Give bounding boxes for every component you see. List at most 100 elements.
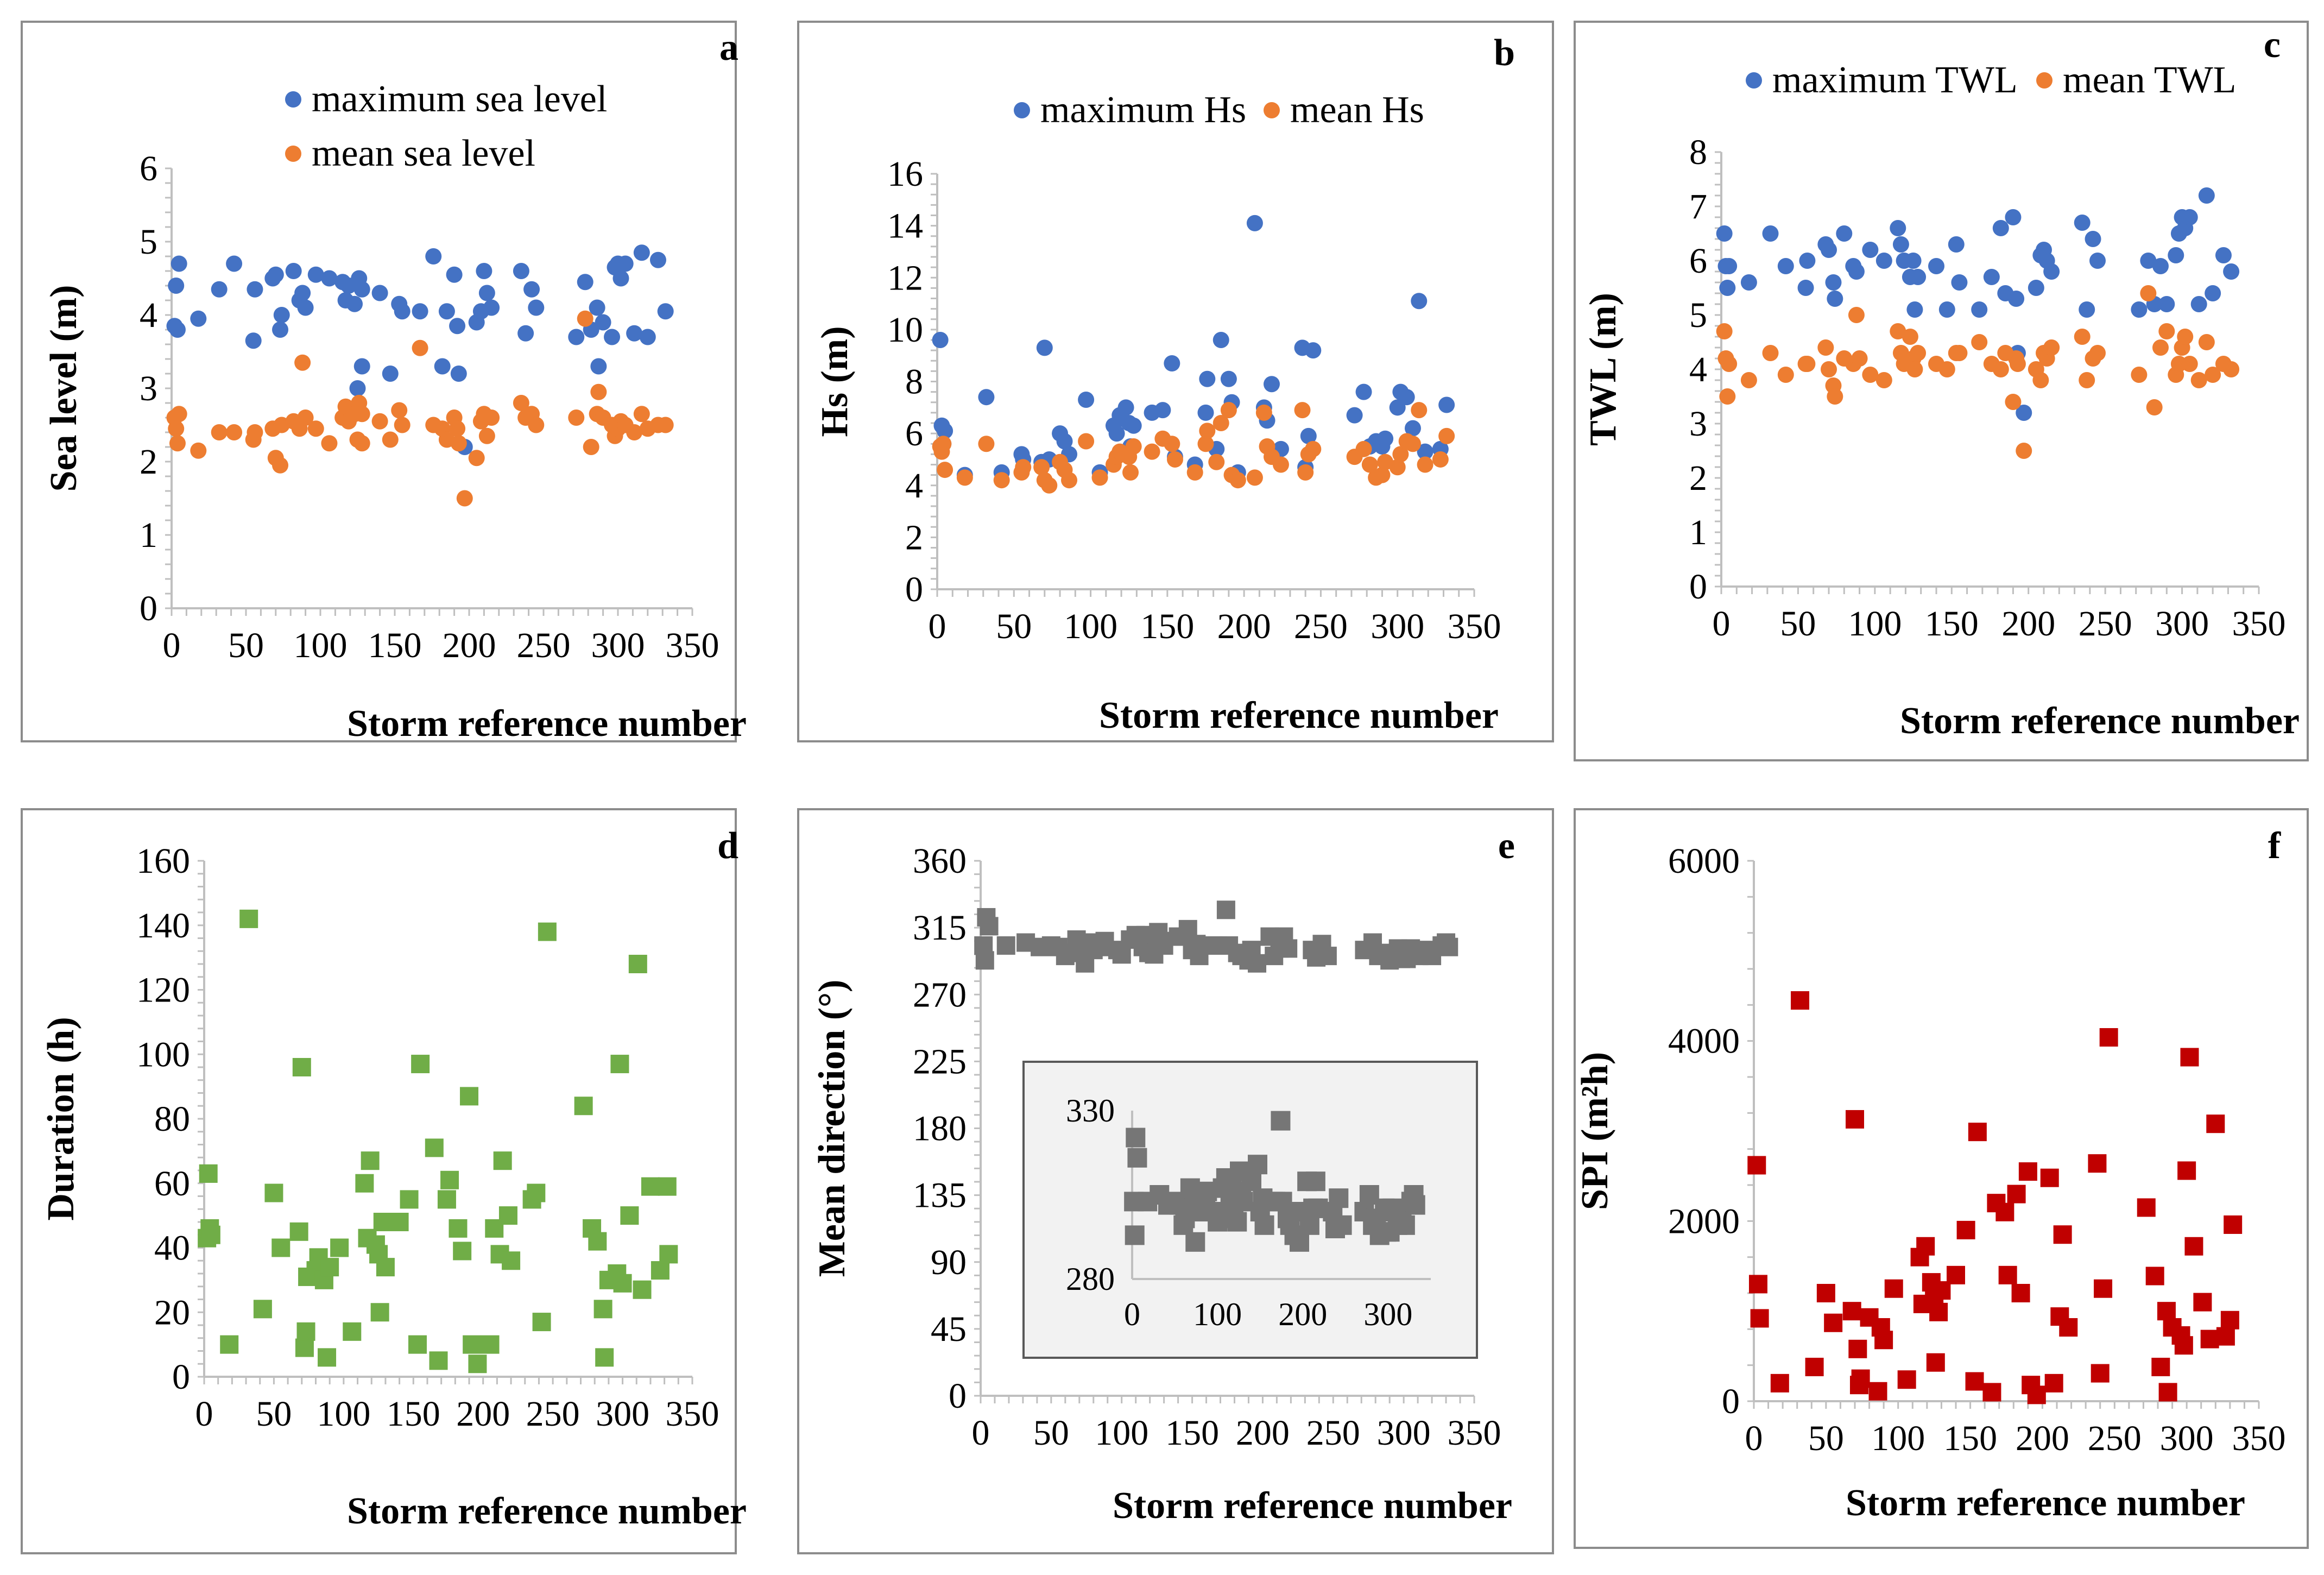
data-point [980,917,999,936]
y-tick-label: 4 [1689,350,1707,389]
x-tick-label: 350 [2232,1419,2286,1458]
data-point [996,936,1015,955]
data-point [1220,370,1237,387]
data-point [2131,301,2148,318]
data-point [574,1097,593,1116]
y-tick-label: 0 [1689,567,1707,607]
x-axis-title: Storm reference number [1113,1485,1512,1527]
inset-data-point [1185,1232,1205,1252]
data-point [1992,361,2009,377]
x-tick-label: 300 [2155,604,2209,644]
data-point [2157,1302,2176,1321]
data-point [190,442,207,459]
data-point [2131,367,2148,383]
data-point [2040,1168,2059,1187]
panel-b: 0 50 100 150 200 250 300 350 0 2 4 6 8 10 12 14 16 Storm … [797,21,1554,742]
data-point [1965,1372,1984,1391]
data-point [1851,350,1868,367]
data-point [1166,451,1183,468]
data-point [285,263,302,279]
inset-data-point [1227,1212,1247,1232]
data-point [1186,464,1203,481]
data-point [1824,1313,1843,1332]
data-point [1197,436,1214,452]
data-point [1164,355,1180,372]
data-point [932,332,949,348]
y-axis-title: Mean direction (°) [811,980,853,1277]
y-axis-title: Hs (m) [814,326,856,437]
x-tick-label: 50 [1033,1413,1069,1453]
data-point [361,1151,380,1170]
inset-data-point [1254,1215,1274,1235]
data-point [2044,1374,2063,1393]
data-point [626,325,643,342]
data-point [1748,1275,1767,1294]
data-point [612,270,629,287]
data-point [483,410,500,426]
data-point [498,1206,517,1225]
y-tick-label: 45 [931,1309,967,1349]
panel-c-frame [1574,21,2309,761]
data-point [400,1190,419,1209]
data-point [460,1087,479,1106]
data-point [2181,356,2198,372]
data-point [1199,423,1216,439]
x-tick-label: 200 [2016,1419,2069,1458]
x-tick-label: 250 [2088,1419,2142,1458]
legend-marker [285,146,301,162]
data-point [2158,323,2175,339]
data-point [1926,1353,1945,1372]
data-point [2028,280,2044,296]
data-point [1220,402,1237,419]
data-point [2137,1198,2156,1217]
data-point [449,318,466,335]
data-point [1906,361,1923,377]
data-point [429,1351,448,1370]
data-point [169,322,186,338]
data-point [527,1183,546,1202]
data-point [1212,415,1229,431]
x-tick-label: 100 [1848,604,1902,644]
panel-d-frame [21,808,737,1554]
data-point [568,329,585,345]
panel-a-frame [21,21,737,742]
y-axis-title: Sea level (m) [43,285,85,492]
data-point [658,1177,677,1196]
data-point [1998,1265,2017,1284]
data-point [1947,1265,1965,1284]
data-point [935,436,952,452]
x-tick-label: 50 [256,1394,292,1434]
data-point [2190,296,2207,312]
data-point [993,472,1010,489]
data-point [1056,433,1073,450]
x-tick-label: 0 [929,607,946,646]
data-point [353,281,370,298]
data-point [353,406,370,423]
data-point [456,490,473,507]
data-point [1144,443,1160,460]
data-point [2079,372,2095,388]
data-point [2146,399,2163,415]
data-point [2158,1383,2177,1402]
panel-letter: f [2268,825,2281,867]
data-point [2043,339,2060,356]
data-point [1971,334,1988,350]
x-tick-label: 100 [294,626,348,665]
data-point [1875,253,1892,269]
data-point [978,436,995,452]
data-point [1355,440,1372,457]
data-point [593,1300,612,1319]
data-point [307,420,324,437]
inset-x-tick-label: 200 [1278,1296,1327,1332]
data-point [513,395,529,411]
data-point [2140,253,2157,269]
data-point [2079,301,2095,318]
data-point [1061,472,1078,489]
data-point [2099,1028,2118,1047]
data-point [1875,372,1892,388]
data-point [478,285,495,301]
data-point [1938,361,1955,377]
y-tick-label: 100 [136,1035,190,1074]
data-point [292,1058,311,1076]
